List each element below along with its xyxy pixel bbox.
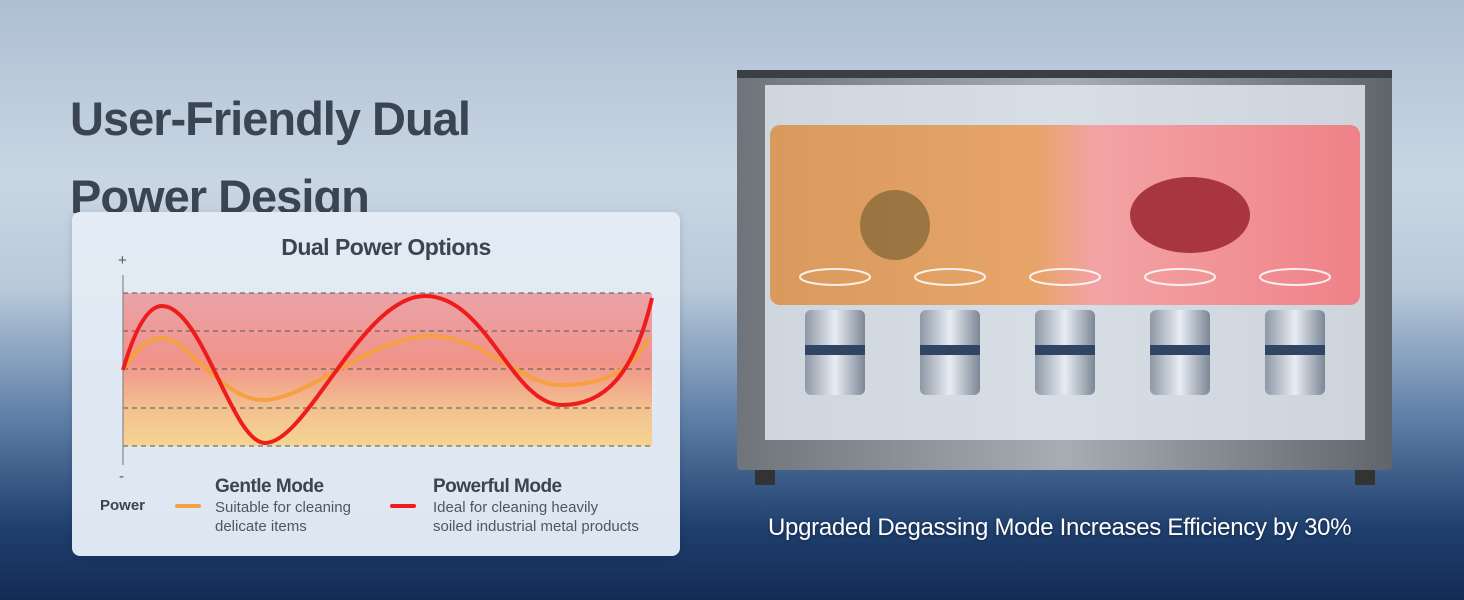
axis-plus: +: [118, 252, 127, 269]
powerful-legend-swatch: [390, 504, 416, 508]
power-wave-illustration: [121, 275, 654, 465]
axis-minus: -: [119, 468, 124, 485]
headline-line-1: User-Friendly Dual: [70, 92, 471, 145]
headline: User-Friendly Dual Power Design: [70, 80, 471, 236]
ultrasonic-cleaner-image: [737, 70, 1392, 485]
axis-label: Power: [100, 497, 146, 514]
powerful-mode-name: Powerful Mode: [433, 476, 562, 497]
caption: Upgraded Degassing Mode Increases Effici…: [768, 514, 1352, 541]
watch: [860, 190, 930, 260]
dual-power-card: Dual Power Options + - Power Gentle Mode…: [72, 212, 680, 556]
gentle-mode-desc-2: delicate items: [215, 518, 307, 535]
powerful-mode-desc-2: soiled industrial metal products: [433, 518, 639, 535]
gentle-mode-wave: [121, 333, 650, 403]
gridlines: [123, 292, 652, 447]
powerful-mode-desc-1: Ideal for cleaning heavily: [433, 499, 599, 516]
gentle-legend-swatch: [175, 504, 201, 508]
card-title: Dual Power Options: [281, 234, 491, 260]
gentle-mode-name: Gentle Mode: [215, 476, 324, 497]
transducers: [805, 310, 1325, 395]
metal-parts: [1130, 177, 1250, 253]
legend-gentle: Gentle Mode Suitable for cleaning delica…: [215, 476, 351, 536]
legend-powerful: Powerful Mode Ideal for cleaning heavily…: [433, 476, 639, 536]
gentle-mode-desc-1: Suitable for cleaning: [215, 499, 351, 516]
powerful-mode-wave: [121, 293, 654, 446]
